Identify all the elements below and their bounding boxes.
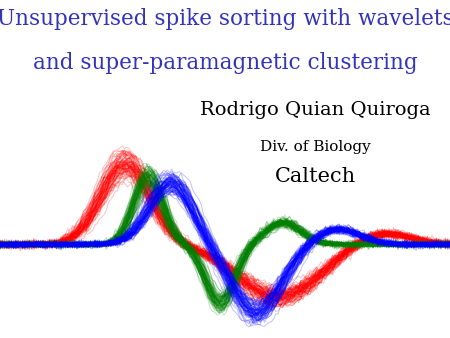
Text: Unsupervised spike sorting with wavelets: Unsupervised spike sorting with wavelets — [0, 8, 450, 30]
Text: Div. of Biology: Div. of Biology — [260, 140, 370, 154]
Text: Caltech: Caltech — [274, 167, 356, 186]
Text: and super-paramagnetic clustering: and super-paramagnetic clustering — [32, 52, 418, 74]
Text: Rodrigo Quian Quiroga: Rodrigo Quian Quiroga — [200, 101, 430, 119]
